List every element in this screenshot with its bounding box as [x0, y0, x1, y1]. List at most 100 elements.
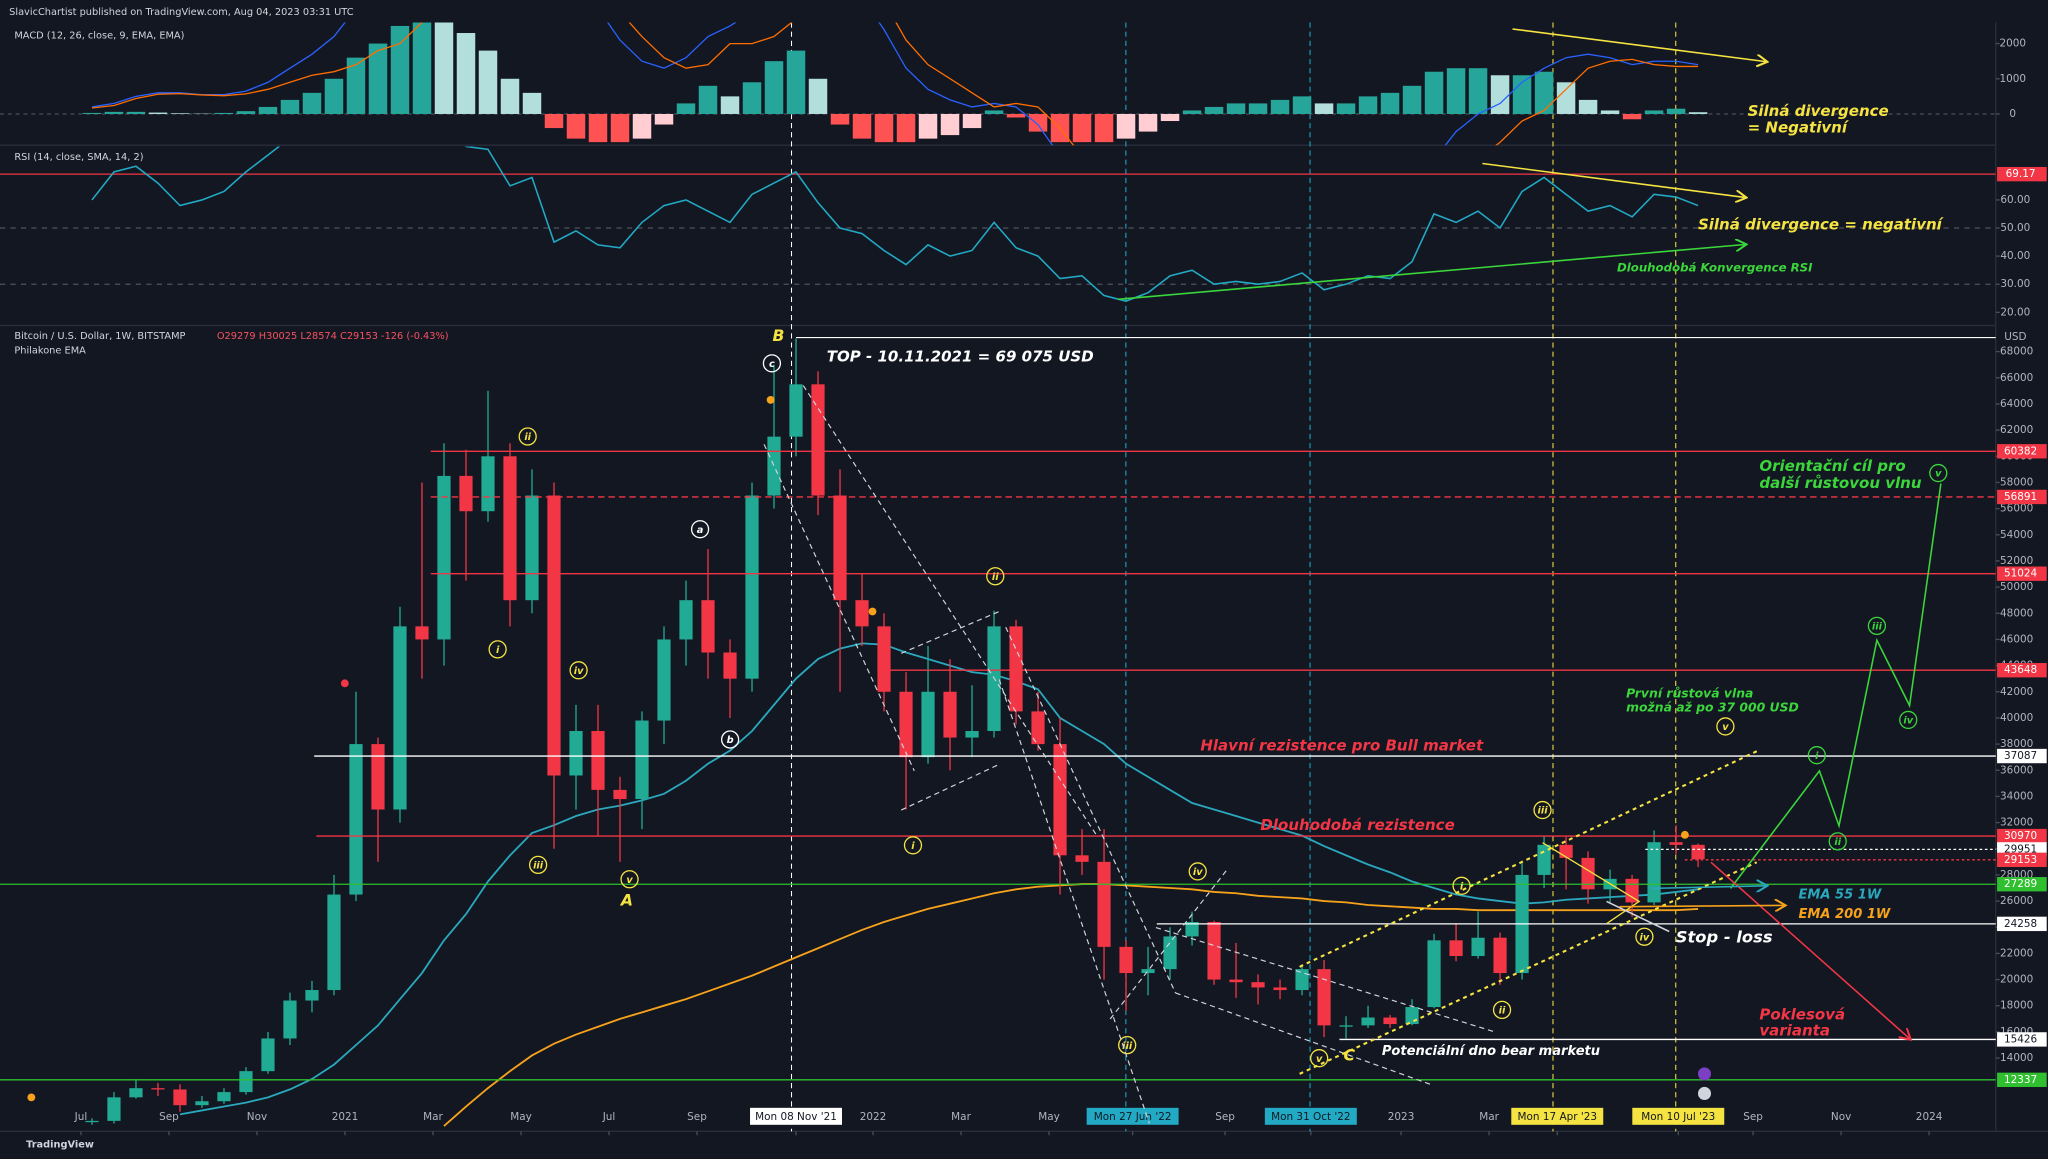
x-tick-highlight [1086, 1107, 1179, 1125]
candle-body [833, 495, 847, 601]
wave-label: B [772, 326, 784, 345]
annotation: Orientační cíl pro [1759, 457, 1905, 475]
wave-circle [903, 836, 923, 855]
wave-label: i [911, 841, 915, 852]
y-tick-label: 50.00 [2000, 222, 2030, 234]
y-tick-label: 50000 [2000, 581, 2033, 593]
candle-body [1141, 969, 1155, 974]
x-tick-label: Mon 31 Oct '22 [1271, 1111, 1350, 1123]
annotation: = Negativní [1748, 119, 1850, 137]
rsi-label: RSI (14, close, SMA, 14, 2) [14, 152, 143, 163]
candle-body [547, 495, 561, 776]
macd-line [91, 22, 1699, 146]
candle-body [151, 1088, 165, 1090]
candle-body [261, 1038, 275, 1072]
symbol-title: Bitcoin / U.S. Dollar, 1W, BITSTAMP [14, 331, 185, 342]
macd-bar [258, 106, 278, 114]
y-tick-label: 40.00 [2000, 250, 2030, 262]
wave-label: iii [1122, 1041, 1133, 1052]
x-tick-label: Sep [1215, 1111, 1235, 1123]
signal-dot [766, 395, 775, 404]
macd-bar [478, 50, 498, 114]
drawings [27, 28, 1942, 1124]
macd-bar [390, 25, 410, 114]
annotation: Poklesová [1759, 1006, 1845, 1024]
macd-bar [1534, 71, 1554, 114]
macd-bar [1138, 113, 1158, 132]
signal-dot [340, 679, 349, 688]
candle-body [1053, 744, 1067, 856]
candle-body [877, 626, 891, 692]
channel-line [1109, 868, 1229, 1020]
candle-body [1009, 626, 1023, 712]
macd-bar [896, 113, 916, 143]
wave-circle [528, 855, 548, 875]
y-tick-label: 38000 [2000, 738, 2033, 750]
event-icon [1697, 1067, 1712, 1081]
wave-circle [986, 567, 1005, 586]
macd-bar [1402, 85, 1422, 114]
macd-bar [566, 113, 586, 139]
candle-body [1691, 844, 1705, 860]
y-tick-label: 42000 [2000, 686, 2033, 698]
y-tick-label: 66000 [2000, 372, 2033, 384]
y-tick-label: 14000 [2000, 1052, 2033, 1064]
wave-circle [1492, 1000, 1512, 1020]
annotation: TOP - 10.11.2021 = 69 075 USD [827, 347, 1094, 365]
candle-body [1449, 940, 1463, 957]
macd-bar [1380, 92, 1400, 114]
level-label: 60382 [2004, 445, 2037, 457]
macd-bar [1028, 113, 1048, 132]
x-tick-label: 2022 [860, 1111, 887, 1123]
macd-bar [1160, 113, 1180, 122]
candle-body [1493, 937, 1507, 974]
x-tick-label: Sep [159, 1111, 179, 1123]
wave-label: i [1815, 751, 1819, 762]
projection-path [1729, 483, 1942, 889]
wave-label: i [1460, 881, 1464, 892]
signal-dot [868, 607, 877, 616]
axis-unit: USD [2004, 331, 2026, 343]
level-label-bg [1997, 748, 2047, 764]
macd-bar [918, 113, 938, 139]
x-tick-label: Jul [74, 1111, 88, 1123]
x-tick-label: Sep [687, 1111, 707, 1123]
macd-bar [280, 99, 300, 114]
macd-bar [82, 112, 102, 114]
y-tick-label: 58000 [2000, 476, 2033, 488]
candle-body [1669, 842, 1683, 845]
x-tick-label: Mar [423, 1111, 443, 1123]
y-tick-label: 30.00 [2000, 278, 2030, 290]
candle-body [1383, 1017, 1397, 1025]
macd-bar [346, 57, 366, 114]
y-tick-label: 26000 [2000, 895, 2033, 907]
macd-bar [170, 113, 190, 114]
level-label: 27289 [2004, 878, 2037, 890]
wave-circle [1635, 927, 1654, 946]
y-tick-label: 32000 [2000, 817, 2033, 829]
candle-body [1251, 982, 1265, 988]
macd-bar [324, 78, 344, 114]
macd-bar [1182, 110, 1202, 114]
wave-circle [1867, 616, 1887, 636]
macd-label: MACD (12, 26, close, 9, EMA, EMA) [14, 30, 184, 41]
wave-circle [762, 354, 782, 373]
rising-channel [1299, 750, 1758, 1075]
candle-body [745, 495, 759, 679]
candle-body [1163, 936, 1177, 970]
y-tick-label: 20.00 [2000, 306, 2030, 318]
level-label: 56891 [2004, 491, 2037, 503]
candle-body [283, 1000, 297, 1039]
macd-bar [720, 96, 740, 114]
macd-bar [236, 111, 256, 114]
level-label-bg [1997, 663, 2047, 678]
candle-body [459, 475, 473, 512]
bear-arrow [1710, 861, 1910, 1038]
candle-body [1625, 878, 1639, 903]
x-tick-label: Mon 08 Nov '21 [755, 1111, 837, 1123]
macd-bar [962, 113, 982, 129]
macd-bar [1314, 103, 1334, 114]
macd-bar [1226, 103, 1246, 114]
ema200-arrow [1619, 905, 1785, 906]
macd-bar [808, 78, 828, 114]
